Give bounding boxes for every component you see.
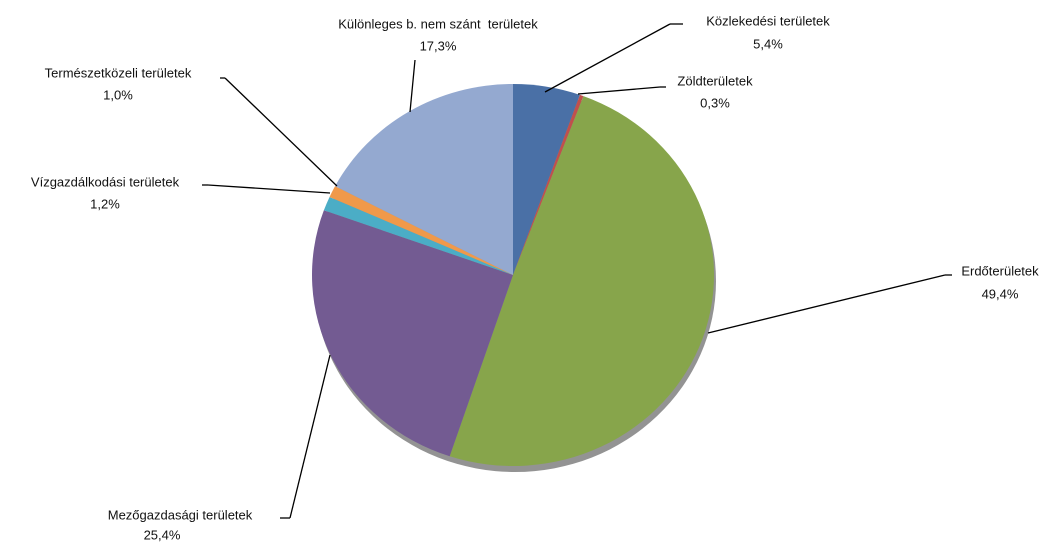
leader-line	[207, 184, 331, 194]
leader-line	[409, 59, 416, 113]
pie-slice	[335, 84, 513, 275]
slice-label: Különleges b. nem szánt területek	[338, 16, 538, 31]
pie-slice	[329, 186, 513, 275]
slice-value-label: 5,4%	[753, 36, 783, 51]
leader-line	[707, 274, 946, 334]
slice-value-label: 17,3%	[420, 38, 457, 53]
slice-value-label: 25,4%	[144, 527, 181, 542]
leader-line	[289, 354, 331, 519]
pie-slice	[323, 196, 513, 275]
pie-slice	[312, 210, 513, 457]
slice-label: Mezőgazdasági területek	[108, 507, 253, 522]
pie-slice	[513, 84, 580, 275]
slice-value-label: 1,0%	[103, 87, 133, 102]
slice-label: Természetközeli területek	[45, 65, 192, 80]
slice-value-label: 49,4%	[982, 286, 1019, 301]
leader-line	[577, 86, 661, 95]
slice-label: Zöldterületek	[677, 73, 753, 88]
pie-slice	[449, 96, 714, 466]
slice-label: Vízgazdálkodási területek	[31, 174, 180, 189]
leader-line	[224, 77, 338, 187]
slice-value-label: 1,2%	[90, 196, 120, 211]
slice-label: Erdőterületek	[961, 263, 1039, 278]
slice-value-label: 0,3%	[700, 95, 730, 110]
pie-slice	[513, 94, 584, 275]
slice-label: Közlekedési területek	[706, 13, 830, 28]
leader-line	[544, 23, 671, 93]
